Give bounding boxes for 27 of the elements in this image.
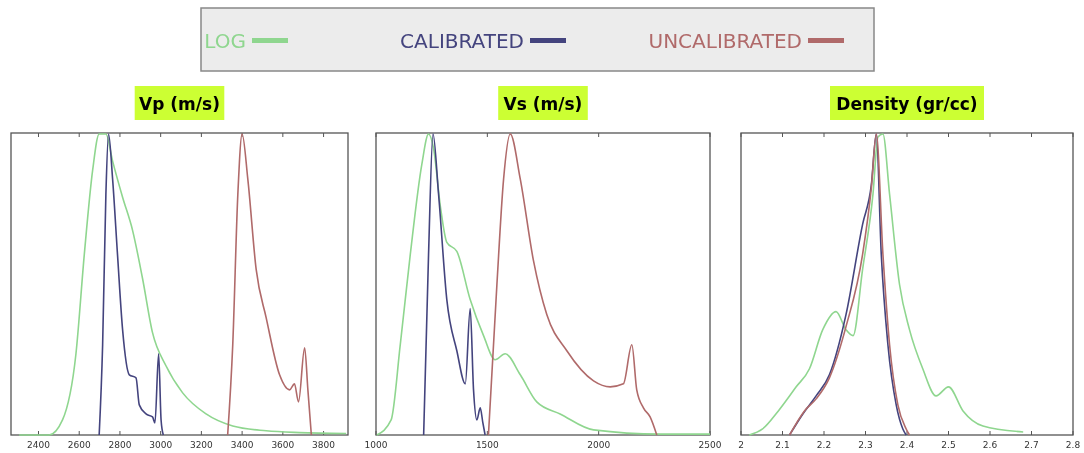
x-tick-label: 3800 [312,440,336,450]
x-tick-label: 2.2 [816,440,832,450]
x-tick-label: 3000 [149,440,173,450]
x-tick-label: 2.1 [775,440,790,450]
x-tick-label: 2000 [587,440,611,450]
x-tick-label: 2.3 [858,440,873,450]
x-tick-label: 2.4 [899,440,915,450]
x-tick-label: 2800 [108,440,132,450]
x-tick-label: 2 [738,440,744,450]
x-tick-label: 3200 [189,440,214,450]
x-tick-label: 3600 [271,440,295,450]
x-tick-label: 1500 [475,440,500,450]
chart-title: Vp (m/s) [139,94,220,114]
legend-label: UNCALIBRATED [648,29,802,53]
x-tick-label: 3400 [230,440,254,450]
x-tick-label: 2.8 [1065,440,1081,450]
x-tick-label: 2.5 [941,440,956,450]
x-tick-label: 2400 [27,440,51,450]
legend-label: LOG [204,29,246,53]
chart-title: Vs (m/s) [503,94,583,114]
x-tick-label: 2.7 [1024,440,1039,450]
x-tick-label: 2600 [67,440,91,450]
x-tick-label: 1000 [364,440,388,450]
x-tick-label: 2500 [698,440,722,450]
legend-label: CALIBRATED [400,29,524,53]
x-tick-label: 2.6 [982,440,998,450]
chart-title: Density (gr/cc) [836,94,978,114]
